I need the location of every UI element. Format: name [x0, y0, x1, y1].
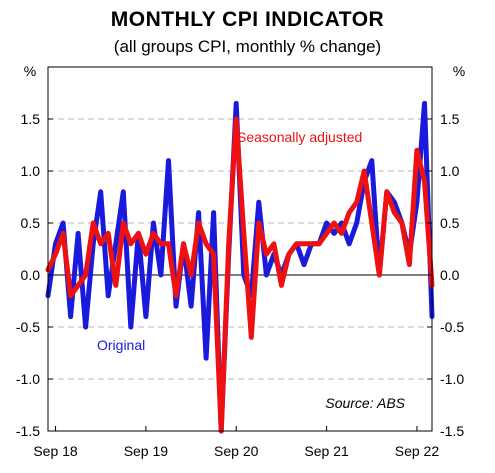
chart-title: MONTHLY CPI INDICATOR — [110, 8, 385, 31]
y-tick-label-left: 1.5 — [21, 111, 41, 127]
annotation-original: Original — [97, 337, 145, 353]
y-tick-label-left: 0.5 — [21, 215, 41, 231]
source-note: Source: ABS — [325, 395, 405, 411]
y-tick-label-left: -1.5 — [16, 423, 40, 439]
y-tick-label-right: 1.5 — [440, 111, 460, 127]
x-tick-label: Sep 20 — [214, 443, 259, 459]
y-tick-label-left: -1.0 — [16, 371, 40, 387]
y-tick-label-right: -1.5 — [440, 423, 464, 439]
series-lines — [45, 100, 435, 434]
y-tick-label-right: 0.0 — [440, 267, 460, 283]
plot-frame — [47, 66, 433, 432]
y-axis-unit-right: % — [453, 63, 465, 79]
y-tick-label-right: -1.0 — [440, 371, 464, 387]
y-axis-unit-left: % — [24, 63, 36, 79]
chart-subtitle: (all groups CPI, monthly % change) — [113, 37, 382, 56]
x-tick-label: Sep 21 — [304, 443, 349, 459]
y-tick-label-right: 1.0 — [440, 163, 460, 179]
x-tick-label: Sep 22 — [395, 443, 440, 459]
y-tick-label-left: -0.5 — [16, 319, 40, 335]
y-tick-label-right: 0.5 — [440, 215, 460, 231]
y-tick-label-left: 1.0 — [21, 163, 41, 179]
x-tick-label: Sep 18 — [33, 443, 78, 459]
axis-ticks: -1.5 -1.5 -1.0 -1.0 -0.5 -0.5 0.0 0.0 0.5 0.5 1.0 1… — [16, 111, 464, 459]
x-tick-label: Sep 19 — [124, 443, 169, 459]
annotation-seasonally-adjusted: Seasonally adjusted — [237, 129, 362, 145]
y-tick-label-left: 0.0 — [21, 267, 41, 283]
y-tick-label-right: -0.5 — [440, 319, 464, 335]
series-line-seasonally-adjusted — [45, 116, 435, 434]
